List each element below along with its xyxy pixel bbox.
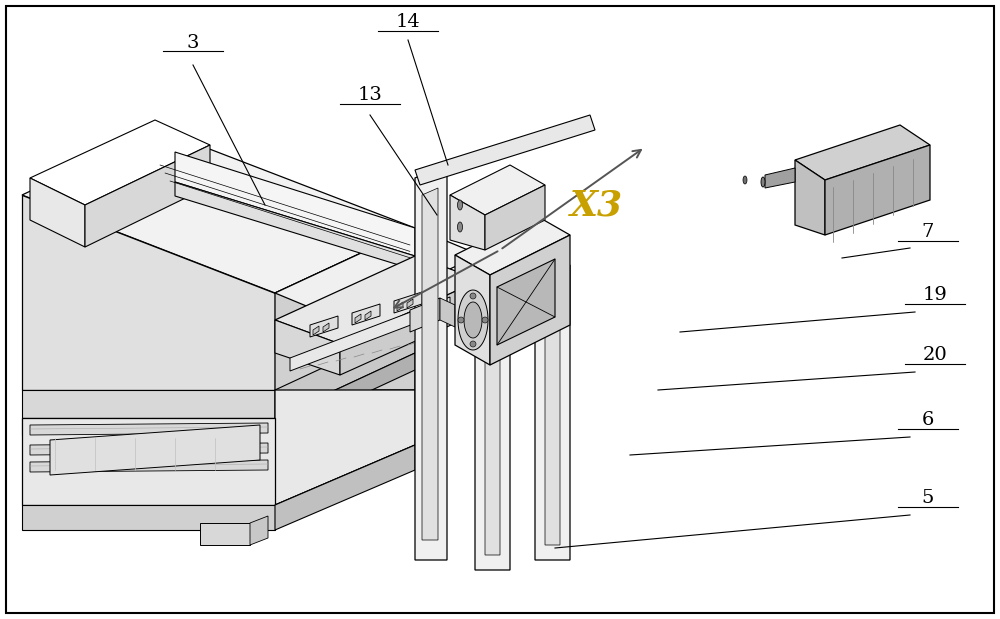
Text: 14: 14	[396, 13, 420, 31]
Text: 7: 7	[922, 223, 934, 241]
Polygon shape	[795, 160, 825, 235]
Polygon shape	[275, 390, 415, 505]
Polygon shape	[410, 298, 440, 332]
Polygon shape	[30, 120, 210, 205]
Polygon shape	[440, 298, 455, 327]
Polygon shape	[415, 163, 447, 560]
Polygon shape	[22, 418, 275, 435]
Polygon shape	[22, 390, 275, 418]
Polygon shape	[470, 293, 476, 299]
Polygon shape	[290, 297, 450, 371]
Polygon shape	[22, 505, 275, 530]
Polygon shape	[765, 168, 795, 188]
Text: 5: 5	[922, 489, 934, 507]
Polygon shape	[458, 317, 464, 323]
Polygon shape	[394, 292, 422, 313]
Text: X3: X3	[570, 188, 623, 222]
Polygon shape	[275, 353, 415, 435]
Polygon shape	[313, 326, 319, 335]
Polygon shape	[482, 317, 488, 323]
Polygon shape	[340, 280, 480, 375]
Text: 6: 6	[922, 411, 934, 429]
Polygon shape	[275, 445, 415, 505]
Polygon shape	[275, 228, 480, 320]
Polygon shape	[30, 443, 268, 455]
Polygon shape	[22, 418, 275, 505]
Polygon shape	[30, 460, 268, 472]
Polygon shape	[22, 195, 275, 390]
Polygon shape	[455, 255, 490, 365]
Text: 3: 3	[187, 34, 199, 52]
Polygon shape	[458, 200, 462, 210]
Polygon shape	[397, 302, 403, 311]
Polygon shape	[275, 325, 415, 418]
Polygon shape	[743, 176, 747, 184]
Polygon shape	[485, 273, 500, 555]
Polygon shape	[422, 188, 438, 540]
Polygon shape	[535, 265, 570, 560]
Polygon shape	[200, 523, 250, 545]
Polygon shape	[352, 304, 380, 325]
Polygon shape	[475, 255, 510, 570]
Polygon shape	[825, 145, 930, 235]
Polygon shape	[485, 185, 545, 250]
Polygon shape	[365, 311, 371, 320]
Polygon shape	[761, 177, 765, 187]
Polygon shape	[275, 256, 480, 344]
Polygon shape	[275, 445, 415, 530]
Polygon shape	[490, 235, 570, 365]
Polygon shape	[275, 228, 415, 390]
Polygon shape	[22, 130, 415, 293]
Text: 19: 19	[923, 286, 947, 304]
Polygon shape	[455, 215, 570, 275]
Polygon shape	[175, 152, 415, 256]
Polygon shape	[458, 290, 488, 350]
Polygon shape	[355, 314, 361, 323]
Polygon shape	[795, 125, 930, 180]
Polygon shape	[464, 302, 482, 338]
Polygon shape	[415, 115, 595, 185]
Text: 20: 20	[923, 346, 947, 364]
Polygon shape	[497, 259, 555, 345]
Polygon shape	[458, 222, 462, 232]
Polygon shape	[175, 182, 415, 270]
Polygon shape	[450, 195, 485, 250]
Polygon shape	[30, 423, 268, 435]
Polygon shape	[275, 320, 340, 375]
Polygon shape	[407, 299, 413, 308]
Polygon shape	[30, 178, 85, 247]
Polygon shape	[545, 283, 560, 545]
Polygon shape	[310, 316, 338, 337]
Polygon shape	[250, 516, 268, 545]
Polygon shape	[323, 323, 329, 332]
Text: 13: 13	[358, 86, 382, 104]
Polygon shape	[450, 165, 545, 215]
Polygon shape	[85, 145, 210, 247]
Polygon shape	[50, 425, 260, 475]
Polygon shape	[470, 341, 476, 347]
